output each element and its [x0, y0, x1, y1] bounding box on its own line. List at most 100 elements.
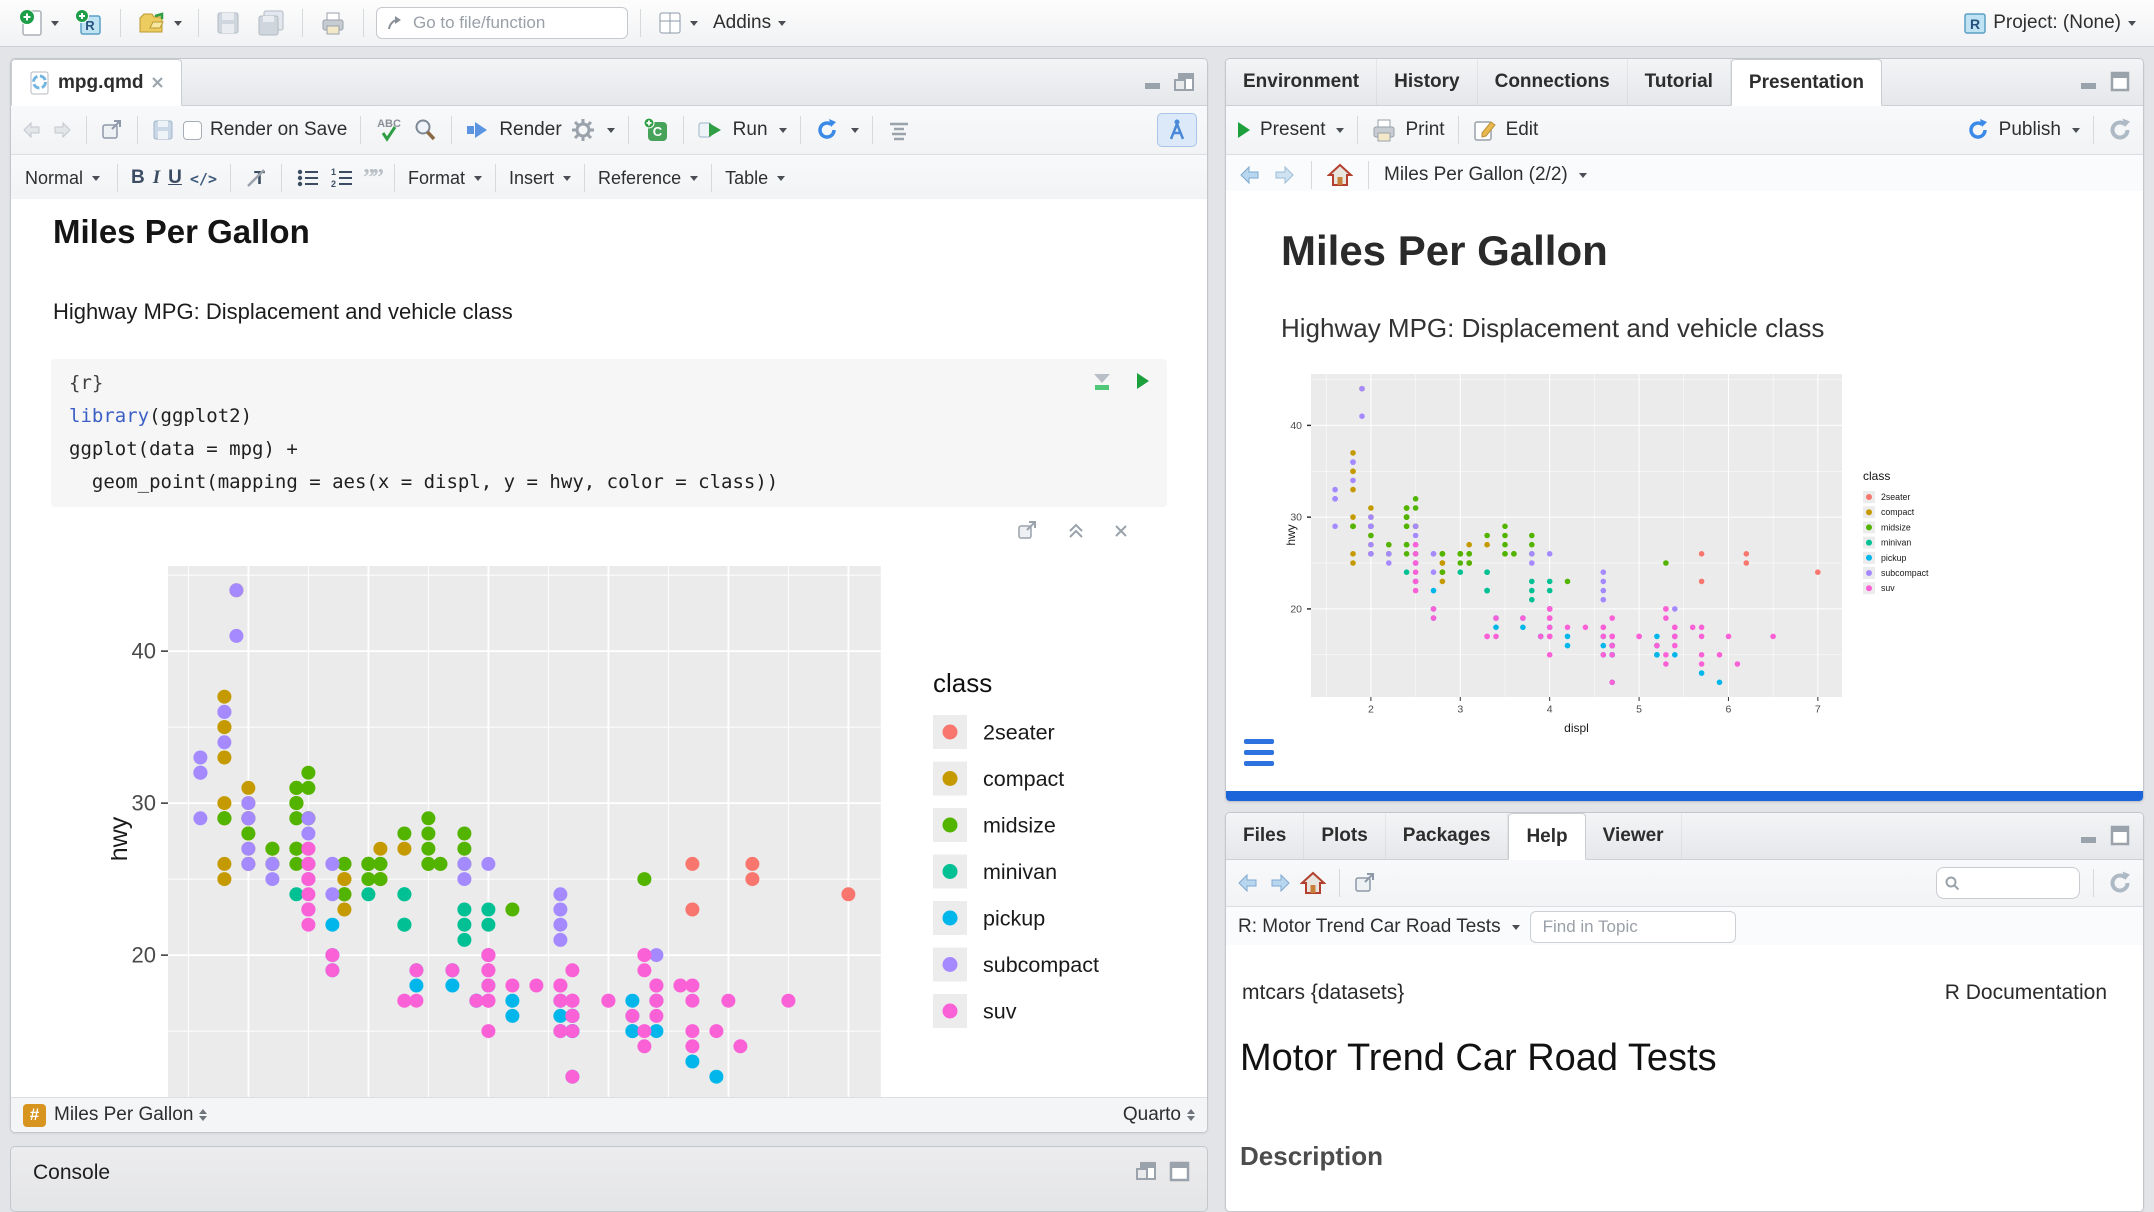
tab-viewer[interactable]: Viewer [1586, 813, 1682, 859]
insert-chunk-icon[interactable]: C [642, 116, 670, 144]
render-on-save-checkbox[interactable] [183, 121, 202, 140]
tab-help[interactable]: Help [1508, 813, 1585, 860]
publish-icon [1965, 117, 1991, 143]
r-code-chunk[interactable]: {r} library(ggplot2) ggplot(data = mpg) … [51, 359, 1167, 507]
svg-text:2: 2 [331, 179, 336, 189]
help-search-input[interactable] [1965, 873, 2061, 893]
minimize-pane-icon[interactable] [1135, 1161, 1159, 1183]
tab-packages[interactable]: Packages [1386, 813, 1509, 859]
render-on-save-option[interactable]: Render on Save [183, 119, 347, 141]
slide-menu-icon[interactable] [1244, 739, 1274, 766]
print-button[interactable]: Print [1405, 119, 1444, 141]
help-search-box[interactable] [1936, 867, 2080, 899]
format-menu[interactable]: Format [408, 168, 482, 189]
render-settings-gear-icon[interactable] [570, 117, 596, 143]
home-icon[interactable] [1300, 871, 1326, 895]
minimize-pane-icon[interactable] [2079, 827, 2101, 845]
run-button[interactable]: Run [733, 119, 768, 141]
save-button[interactable] [211, 5, 245, 41]
tab-plots[interactable]: Plots [1304, 813, 1385, 859]
project-menu-button[interactable]: R Project: (None) [1957, 5, 2140, 41]
print-button[interactable] [315, 5, 351, 41]
open-file-button[interactable] [133, 5, 186, 41]
run-caret[interactable] [779, 128, 787, 133]
save-icon[interactable] [151, 118, 175, 142]
edit-button[interactable]: Edit [1506, 119, 1539, 141]
clear-output-icon[interactable] [1113, 521, 1129, 541]
numbered-list-icon[interactable]: 12 [329, 167, 355, 189]
maximize-pane-icon[interactable] [1169, 1161, 1191, 1183]
tab-connections[interactable]: Connections [1478, 59, 1628, 105]
presentation-slide[interactable]: Miles Per Gallon Highway MPG: Displaceme… [1226, 191, 2143, 791]
back-icon[interactable] [21, 120, 43, 140]
close-icon[interactable] [151, 76, 164, 89]
editor-mode-selector[interactable]: Quarto [1123, 1104, 1195, 1126]
forward-icon[interactable] [1268, 872, 1292, 894]
home-icon[interactable] [1327, 163, 1353, 187]
inline-code-button[interactable] [190, 168, 217, 189]
render-settings-caret[interactable] [607, 128, 615, 133]
table-menu[interactable]: Table [725, 168, 785, 189]
blockquote-icon[interactable] [363, 166, 381, 190]
publish-button[interactable]: Publish [1999, 119, 2061, 141]
minimize-pane-icon[interactable] [1143, 73, 1165, 91]
reference-menu[interactable]: Reference [598, 168, 698, 189]
tab-tutorial[interactable]: Tutorial [1628, 59, 1731, 105]
outline-toggle-icon[interactable] [886, 119, 912, 141]
pane-layout-button[interactable] [653, 5, 702, 41]
popout-output-icon[interactable] [1017, 521, 1039, 541]
svg-text:suv: suv [1881, 583, 1895, 593]
svg-text:compact: compact [1881, 507, 1915, 517]
rerun-icon[interactable] [814, 117, 840, 143]
maximize-pane-icon[interactable] [2109, 825, 2131, 847]
forward-icon[interactable] [1272, 164, 1296, 186]
slide-selector-dropdown[interactable]: Miles Per Gallon (2/2) [1384, 164, 1587, 186]
find-in-topic-input[interactable] [1530, 911, 1736, 943]
tab-environment[interactable]: Environment [1226, 59, 1377, 105]
run-chunks-above-icon[interactable] [1091, 371, 1113, 391]
console-pane-header[interactable]: Console [10, 1146, 1208, 1212]
visual-editor-toggle[interactable] [1157, 113, 1197, 147]
back-icon[interactable] [1238, 164, 1262, 186]
tab-mpg-qmd[interactable]: mpg.qmd [11, 59, 182, 106]
present-button[interactable]: Present [1260, 119, 1325, 141]
clear-formatting-icon[interactable]: T [244, 166, 268, 190]
insert-menu[interactable]: Insert [509, 168, 571, 189]
new-project-button[interactable]: R [70, 5, 108, 41]
search-icon[interactable] [412, 117, 438, 143]
maximize-pane-icon[interactable] [2109, 71, 2131, 93]
tab-presentation[interactable]: Presentation [1731, 59, 1882, 106]
tab-files[interactable]: Files [1226, 813, 1304, 859]
visual-editor-document[interactable]: Miles Per Gallon Highway MPG: Displaceme… [11, 199, 1207, 1098]
render-button[interactable]: Render [499, 119, 561, 141]
bold-button[interactable]: B [131, 167, 145, 189]
maximize-pane-icon[interactable] [1173, 72, 1195, 92]
workspace-tabstrip: EnvironmentHistoryConnectionsTutorialPre… [1226, 59, 2143, 106]
underline-button[interactable]: U [168, 167, 182, 189]
new-file-button[interactable] [14, 5, 63, 41]
refresh-icon[interactable] [2107, 117, 2133, 143]
goto-file-search[interactable] [376, 7, 628, 39]
italic-button[interactable]: I [153, 167, 160, 189]
addins-button[interactable]: Addins [709, 5, 790, 41]
topic-dropdown[interactable]: R: Motor Trend Car Road Tests [1238, 916, 1520, 938]
popout-icon[interactable] [100, 119, 124, 141]
popout-icon[interactable] [1353, 872, 1377, 894]
goto-file-input[interactable] [411, 12, 585, 34]
tab-history[interactable]: History [1377, 59, 1477, 105]
collapse-output-icon[interactable] [1067, 521, 1085, 541]
publish-caret[interactable] [2072, 128, 2080, 133]
refresh-icon[interactable] [2107, 870, 2133, 896]
rerun-caret[interactable] [851, 128, 859, 133]
save-all-button[interactable] [252, 5, 290, 41]
help-document[interactable]: mtcars {datasets} R Documentation Motor … [1226, 945, 2143, 1211]
run-chunk-icon[interactable] [1135, 371, 1151, 391]
minimize-pane-icon[interactable] [2079, 73, 2101, 91]
spellcheck-icon[interactable]: ABC [374, 115, 404, 145]
section-selector[interactable]: Miles Per Gallon [54, 1104, 207, 1126]
paragraph-style-dropdown[interactable]: Normal [21, 168, 104, 189]
back-icon[interactable] [1236, 872, 1260, 894]
forward-icon[interactable] [51, 120, 73, 140]
present-caret[interactable] [1336, 128, 1344, 133]
bullet-list-icon[interactable] [295, 167, 321, 189]
